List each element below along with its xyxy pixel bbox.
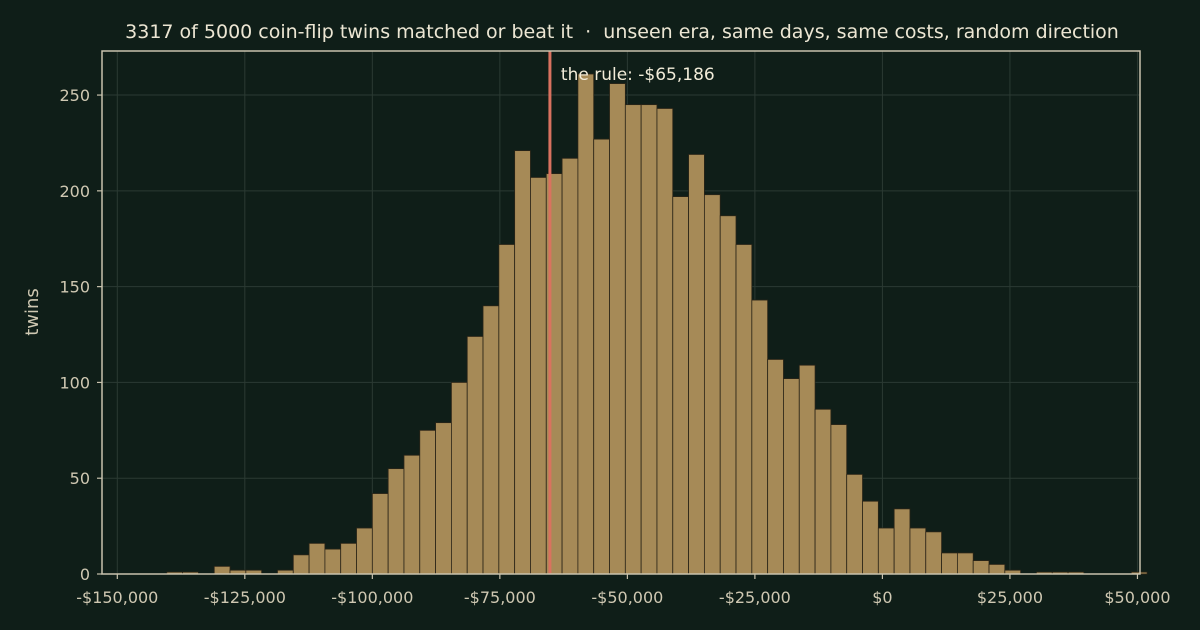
y-axis-label: twins (22, 288, 43, 336)
histogram-bar (909, 527, 927, 575)
histogram-bar (498, 244, 516, 575)
histogram-bar (783, 378, 800, 575)
histogram-bar (340, 542, 357, 575)
histogram-bar (640, 104, 658, 575)
x-axis-ticks: -$150,000 -$125,000 -$100,000 -$75,000 -$50,… (76, 574, 1171, 607)
histogram-bar (814, 408, 832, 575)
histogram-bar (751, 299, 769, 575)
histogram-bar (308, 542, 326, 575)
x-tick-label: -$25,000 (719, 588, 791, 607)
histogram-bar (719, 215, 737, 575)
histogram-bar (703, 194, 721, 575)
histogram-bar (609, 83, 626, 575)
histogram-bar (451, 382, 468, 575)
histogram-bar (735, 244, 753, 575)
histogram-bar (830, 424, 848, 575)
histogram-bar (672, 196, 689, 575)
histogram-bar (941, 552, 958, 575)
x-tick-label: $25,000 (977, 588, 1043, 607)
histogram-bar (798, 364, 816, 575)
histogram-bar (956, 552, 974, 575)
histogram-bar (435, 422, 452, 575)
histogram-bar (324, 548, 342, 575)
chart-title: 3317 of 5000 coin-flip twins matched or … (125, 21, 1119, 43)
histogram-bar (371, 493, 389, 575)
marker-label: the rule: -$65,186 (561, 65, 715, 85)
histogram-bar (846, 473, 863, 575)
histogram-bar (419, 429, 436, 575)
y-tick-label: 50 (70, 469, 90, 488)
histogram-bar (466, 336, 484, 575)
histogram-bar (356, 527, 373, 575)
x-tick-label: -$125,000 (204, 588, 286, 607)
histogram-bar (514, 150, 531, 575)
x-tick-label: -$100,000 (331, 588, 413, 607)
histogram-bar (972, 560, 990, 575)
histogram-bar (593, 138, 610, 575)
histogram-bar (292, 554, 310, 575)
y-tick-label: 200 (59, 182, 90, 201)
histogram-bar (688, 154, 705, 575)
histogram-bar (877, 527, 895, 575)
y-axis-ticks: 0 50 100 150 200 250 (59, 86, 102, 584)
histogram-bar (482, 305, 500, 575)
histogram-bar (767, 359, 784, 575)
histogram-bar (577, 73, 595, 575)
histogram-bar (213, 565, 231, 575)
x-tick-label: -$150,000 (76, 588, 158, 607)
histogram-bar (387, 468, 405, 575)
histogram-bar (656, 108, 674, 575)
x-tick-label: $50,000 (1104, 588, 1170, 607)
histogram-bar (561, 157, 579, 575)
histogram-bar (988, 564, 1006, 575)
histogram-bar (925, 531, 942, 575)
y-tick-label: 0 (80, 565, 90, 584)
histogram-bar (530, 177, 547, 575)
x-tick-label: $0 (872, 588, 892, 607)
histogram-bar (893, 508, 911, 575)
histogram-bar (403, 454, 421, 575)
x-tick-label: -$50,000 (591, 588, 663, 607)
y-tick-label: 100 (59, 373, 90, 392)
histogram-bar (624, 104, 642, 575)
histogram-bars (166, 73, 1148, 575)
marker-group: the rule: -$65,186 (548, 51, 715, 574)
x-tick-label: -$75,000 (464, 588, 536, 607)
y-tick-label: 250 (59, 86, 90, 105)
y-tick-label: 150 (59, 278, 90, 297)
plot-frame (101, 50, 1141, 575)
histogram-bar (862, 500, 879, 575)
